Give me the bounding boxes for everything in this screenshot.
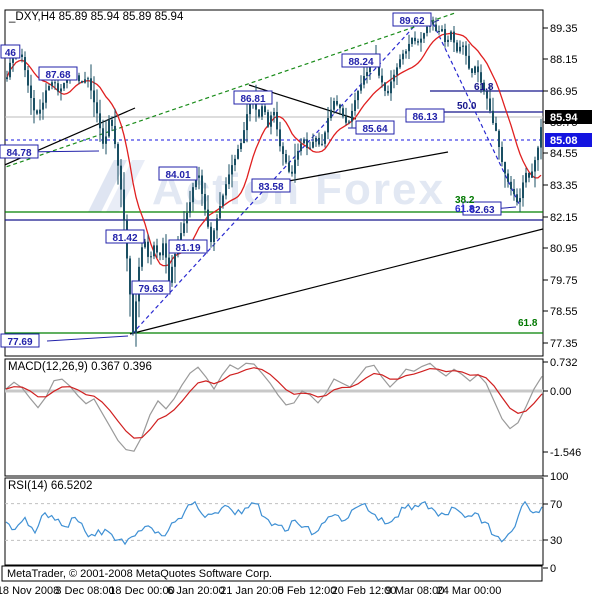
rsi-main-line xyxy=(5,500,543,546)
price-callout: 84.01 xyxy=(158,166,198,181)
fib-level-label: 61.8 xyxy=(518,318,538,329)
rsi-indicator-label: RSI(14) 66.5202 xyxy=(8,480,93,492)
rsi-axis-label: 0 xyxy=(550,563,556,575)
svg-text:46: 46 xyxy=(5,48,17,59)
time-axis-label: 21 Jan 20:00 xyxy=(220,585,284,597)
price-callout: 86.81 xyxy=(233,90,273,105)
watermark-logo xyxy=(88,160,145,212)
svg-text:84.78: 84.78 xyxy=(6,148,31,159)
time-axis-label: 18 Dec 00:00 xyxy=(109,585,174,597)
macd-main-line xyxy=(5,362,543,452)
svg-text:85.94: 85.94 xyxy=(550,112,578,124)
time-axis-label: 9 Mar 08:00 xyxy=(386,585,445,597)
price-callout: 81.19 xyxy=(168,239,208,254)
svg-text:81.19: 81.19 xyxy=(175,243,200,254)
price-axis-label: 83.35 xyxy=(550,180,578,192)
price-callout: 85.64 xyxy=(355,120,395,135)
price-callout: 87.68 xyxy=(38,66,78,81)
moving-average-line xyxy=(6,32,542,267)
price-callout: 86.13 xyxy=(405,108,445,123)
fib-level-label: 50.0 xyxy=(457,101,477,112)
svg-text:84.01: 84.01 xyxy=(165,170,190,181)
svg-text:77.69: 77.69 xyxy=(7,337,32,348)
trend-line[interactable] xyxy=(0,12,456,169)
macd-pane[interactable] xyxy=(4,358,544,477)
rsi-pane[interactable] xyxy=(4,477,544,566)
svg-text:87.68: 87.68 xyxy=(45,70,70,81)
trend-line[interactable] xyxy=(131,19,421,335)
price-callout: 84.78 xyxy=(0,144,39,159)
price-axis-label: 79.75 xyxy=(550,275,578,287)
rsi-axis-label: 100 xyxy=(550,471,568,483)
price-callout: 77.69 xyxy=(0,333,40,348)
price-callout: 82.63 xyxy=(462,201,502,216)
svg-text:86.13: 86.13 xyxy=(412,112,437,123)
candles xyxy=(6,16,542,347)
watermark-text: Action Forex xyxy=(152,165,445,214)
trend-line[interactable] xyxy=(282,151,449,183)
svg-text:83.58: 83.58 xyxy=(258,182,283,193)
macd-indicator-label: MACD(12,26,9) 0.367 0.396 xyxy=(8,361,152,373)
svg-text:81.42: 81.42 xyxy=(112,233,137,244)
svg-text:85.64: 85.64 xyxy=(362,124,387,135)
status-strip xyxy=(1,565,543,582)
macd-signal-line xyxy=(5,367,543,439)
alert-price-tag: 85.08 xyxy=(545,133,592,147)
svg-text:89.62: 89.62 xyxy=(399,16,424,27)
fib-level-label: 61.8 xyxy=(455,204,475,215)
copyright-text: MetaTrader, © 2001-2008 MetaQuotes Softw… xyxy=(7,568,273,580)
main-chart-pane[interactable] xyxy=(4,9,544,357)
svg-text:88.24: 88.24 xyxy=(348,57,373,68)
price-axis-label: 80.95 xyxy=(550,243,578,255)
svg-text:86.81: 86.81 xyxy=(240,94,265,105)
macd-axis-label: 0.732 xyxy=(550,357,578,369)
price-axis-label: 86.95 xyxy=(550,86,578,98)
svg-text:79.63: 79.63 xyxy=(138,284,163,295)
price-axis-label: 84.55 xyxy=(550,148,578,160)
macd-axis-label: 0.00 xyxy=(550,386,571,398)
symbol-ohlc-line: _DXY,H4 85.89 85.94 85.89 85.94 xyxy=(9,11,184,23)
macd-axis-label: -1.546 xyxy=(550,447,581,459)
price-axis-label: 89.35 xyxy=(550,23,578,35)
svg-text:82.63: 82.63 xyxy=(469,205,494,216)
price-axis-label: 78.55 xyxy=(550,306,578,318)
rsi-axis-label: 30 xyxy=(550,535,562,547)
price-callout: 89.62 xyxy=(392,12,432,27)
callout-connector xyxy=(46,335,129,342)
time-axis-label: 6 Jan 20:00 xyxy=(167,585,225,597)
time-axis-label: 3 Dec 08:00 xyxy=(55,585,114,597)
trend-line[interactable] xyxy=(129,228,543,335)
rsi-line-group xyxy=(5,500,543,546)
fib-level-label: 38.2 xyxy=(455,195,475,206)
price-callout: 81.42 xyxy=(105,229,145,244)
price-axis-label: 88.15 xyxy=(550,54,578,66)
price-callout: 88.24 xyxy=(341,53,381,68)
price-axis-label: 77.35 xyxy=(550,338,578,350)
price-callout: 79.63 xyxy=(131,280,171,295)
fib-level-label: 61.8 xyxy=(474,82,494,93)
time-axis-label: 24 Mar 00:00 xyxy=(437,585,502,597)
time-axis-label: 20 Feb 12:00 xyxy=(332,585,397,597)
time-axis-label: 5 Feb 12:00 xyxy=(278,585,337,597)
price-callout: 83.58 xyxy=(251,178,291,193)
price-callout: 46 xyxy=(0,44,21,59)
time-axis-label: 18 Nov 2008 xyxy=(0,585,59,597)
macd-lines xyxy=(5,362,543,452)
svg-text:85.08: 85.08 xyxy=(550,135,578,147)
current-price-tag: 85.94 xyxy=(545,110,592,124)
rsi-axis-label: 70 xyxy=(550,499,562,511)
price-axis-label: 82.15 xyxy=(550,212,578,224)
